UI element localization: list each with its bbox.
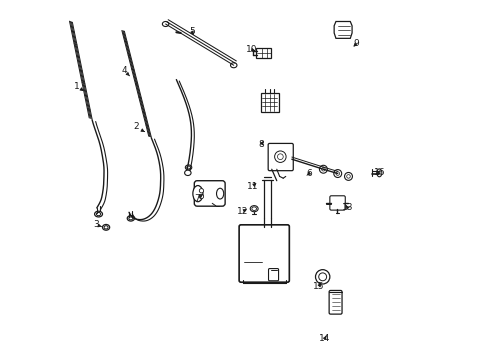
FancyBboxPatch shape: [268, 269, 278, 281]
FancyBboxPatch shape: [194, 181, 224, 206]
Ellipse shape: [230, 63, 237, 68]
Circle shape: [199, 194, 203, 199]
Circle shape: [315, 270, 329, 284]
Text: 12: 12: [237, 207, 248, 216]
FancyBboxPatch shape: [328, 291, 341, 314]
FancyBboxPatch shape: [256, 48, 271, 58]
Text: 3: 3: [93, 220, 102, 229]
Ellipse shape: [162, 22, 168, 27]
Text: 10: 10: [245, 45, 257, 54]
Text: 2: 2: [133, 122, 144, 132]
Circle shape: [199, 189, 203, 193]
FancyBboxPatch shape: [239, 225, 289, 282]
Circle shape: [333, 170, 341, 177]
Text: 16: 16: [373, 168, 385, 177]
Polygon shape: [333, 22, 351, 39]
Ellipse shape: [184, 170, 191, 176]
FancyBboxPatch shape: [329, 196, 345, 210]
Ellipse shape: [250, 206, 258, 212]
FancyBboxPatch shape: [267, 143, 293, 171]
Ellipse shape: [192, 185, 203, 202]
Text: 8: 8: [258, 140, 264, 149]
Text: 4: 4: [121, 66, 129, 76]
Ellipse shape: [102, 225, 109, 230]
Ellipse shape: [94, 211, 102, 217]
FancyBboxPatch shape: [260, 93, 278, 112]
Ellipse shape: [185, 165, 191, 170]
Circle shape: [344, 172, 352, 180]
Text: 7: 7: [194, 194, 203, 203]
Circle shape: [274, 151, 285, 162]
Text: 5: 5: [189, 27, 195, 36]
Ellipse shape: [216, 188, 223, 199]
Text: 11: 11: [246, 181, 258, 190]
Circle shape: [319, 165, 326, 173]
Text: 14: 14: [319, 334, 330, 343]
Text: 6: 6: [305, 169, 311, 178]
Ellipse shape: [127, 216, 134, 221]
Text: 15: 15: [312, 282, 324, 291]
Text: 1: 1: [74, 82, 83, 91]
Ellipse shape: [376, 169, 381, 177]
Text: 9: 9: [353, 39, 359, 48]
Text: 13: 13: [341, 203, 353, 212]
